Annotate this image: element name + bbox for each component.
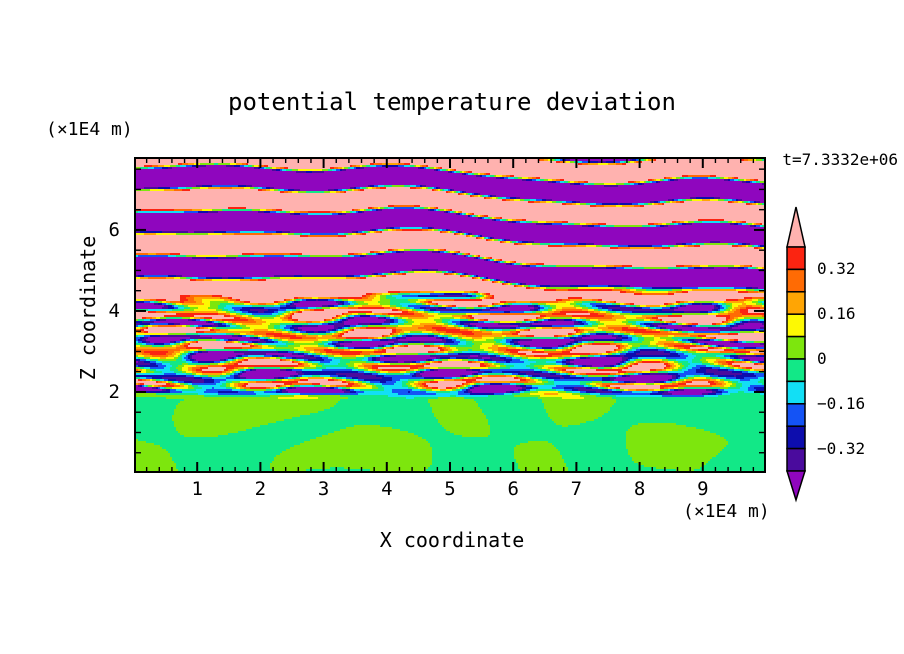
x-tick-label: 8	[633, 478, 646, 500]
colorbar-segment	[786, 358, 806, 383]
colorbar-tick-label: 0.32	[817, 259, 856, 279]
colorbar-segment	[786, 447, 806, 472]
x-tick-label: 6	[507, 478, 519, 500]
colorbar-arrow-bottom	[785, 470, 807, 503]
z-tick-label: 2	[108, 380, 120, 403]
x-tick-label: 2	[254, 478, 267, 500]
chart-title: potential temperature deviation	[228, 88, 676, 116]
x-tick-label: 3	[317, 478, 330, 500]
colorbar-segment	[786, 246, 806, 271]
colorbar-segment	[786, 313, 806, 338]
colorbar-segment	[786, 403, 806, 427]
x-axis-unit-label: (×1E4 m)	[683, 501, 770, 522]
colorbar-tick-label: 0.16	[817, 304, 856, 324]
z-axis-unit-label: (×1E4 m)	[46, 119, 133, 140]
contour-field	[134, 157, 766, 473]
colorbar-tick-label: −0.16	[817, 393, 866, 413]
colorbar-segment	[786, 380, 806, 405]
colorbar-arrow-top	[786, 206, 806, 248]
colorbar-segment	[786, 425, 806, 450]
colorbar-segment	[786, 335, 806, 360]
z-tick-label: 6	[108, 218, 120, 241]
colorbar-segment	[786, 291, 806, 315]
colorbar-segment	[786, 268, 806, 293]
x-tick-label: 1	[191, 478, 203, 500]
x-tick-label: 9	[697, 478, 709, 500]
x-axis-title: X coordinate	[379, 528, 525, 552]
z-tick-label: 4	[108, 299, 120, 322]
colorbar-tick-label: −0.32	[817, 438, 866, 458]
x-tick-label: 7	[570, 478, 583, 500]
colorbar-tick-label: 0	[817, 349, 827, 368]
time-annotation: t=7.3332e+06	[782, 150, 898, 169]
x-tick-label: 5	[444, 478, 456, 500]
x-tick-label: 4	[381, 478, 393, 500]
